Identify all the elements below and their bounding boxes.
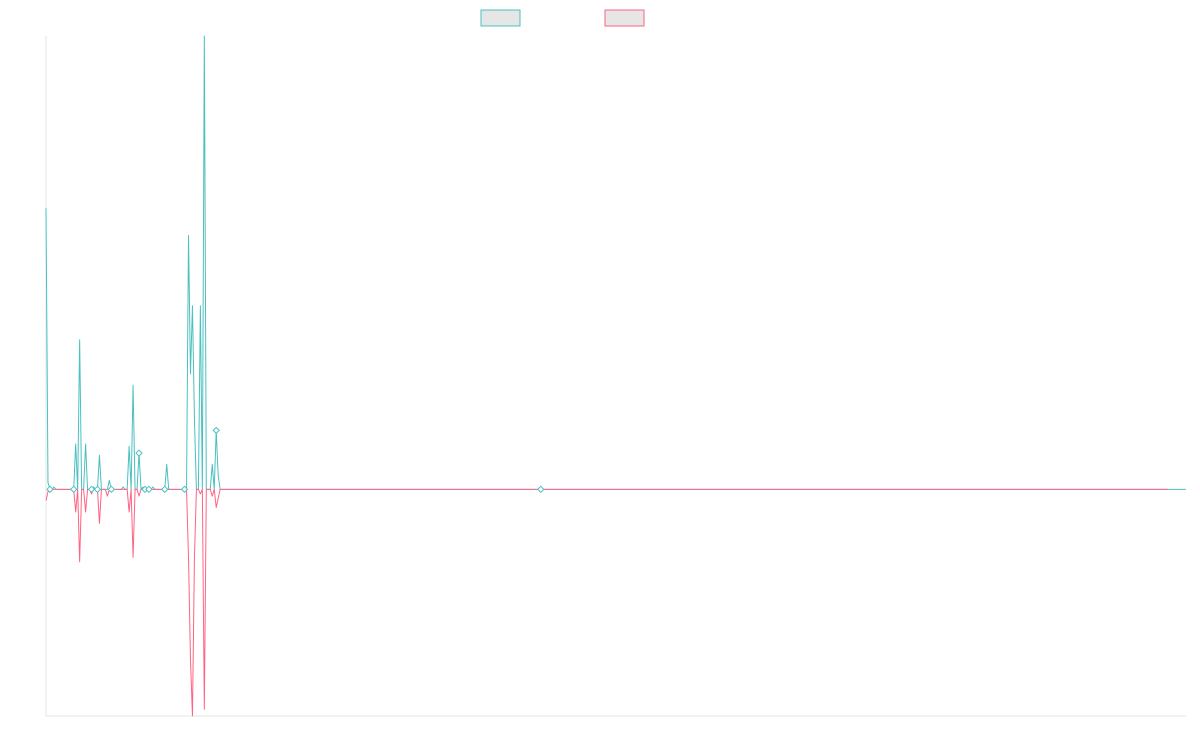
data-point-marker[interactable] (161, 485, 169, 494)
legend-swatch-1[interactable] (480, 9, 521, 27)
series-line-2 (45, 488, 1169, 717)
data-point-marker[interactable] (537, 485, 545, 494)
data-point-marker[interactable] (107, 485, 116, 494)
data-point-marker[interactable] (135, 449, 143, 457)
data-point-marker[interactable] (70, 485, 78, 494)
marker-layer (46, 426, 545, 494)
series-line-1 (45, 35, 1186, 490)
legend (480, 9, 645, 27)
series-layer (45, 35, 1186, 717)
legend-swatch-2[interactable] (604, 9, 645, 27)
data-point-marker[interactable] (87, 485, 96, 494)
data-point-marker[interactable] (93, 485, 102, 494)
data-point-marker[interactable] (46, 485, 54, 494)
data-point-marker[interactable] (180, 485, 189, 494)
axes (45, 36, 1186, 717)
data-point-marker[interactable] (145, 485, 153, 494)
data-point-marker[interactable] (212, 426, 220, 435)
